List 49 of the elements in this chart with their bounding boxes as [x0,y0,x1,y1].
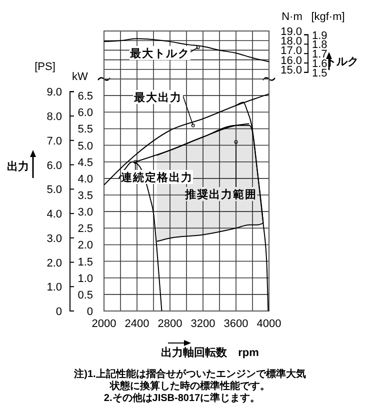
y-tick-label: 1.5 [78,256,93,268]
x-tick-label: 3600 [224,318,248,330]
y-tick-label: 0 [86,306,93,318]
annotation: 連続定格出力 [120,171,193,184]
y2-tick-label: 4.0 [46,208,62,221]
x-axis-title: 出力軸回転数 rpm [161,346,260,359]
y-tick-label: 19.0 [280,26,302,38]
x-tick-label: 2000 [92,318,116,330]
annotation: 推奨出力範囲 [184,188,257,201]
annotation: 最大出力 [133,91,182,104]
text: 注)1.上記性能は摺合せがついたエンジンで標準大気 [73,368,306,380]
y-tick-label: 3.0 [78,206,93,219]
y-tick-label: 0.5 [78,289,93,302]
x-tick-label: 2800 [158,318,182,330]
y-tick-label: 1.0 [78,272,93,285]
y-tick-label: 16.0 [280,54,302,67]
y2-tick-label: 9.0 [46,86,62,99]
y2-tick-label: 1.6 [312,58,328,70]
y-tick-label: 6.0 [78,107,93,120]
annotation: 最大トルク [129,47,190,60]
y-tick-label: 4.5 [78,156,93,169]
y-tick-label: 5.5 [78,124,93,136]
text: 2.その他はJISB-8017に準じます。 [104,392,260,404]
text: 状態に換算した時の標準性能です。 [109,380,270,392]
x-tick-label: 3200 [190,318,216,330]
y-tick-label: 4.0 [78,173,93,186]
y-tick-label: 15.0 [280,64,302,76]
y2-tick-label: 3.0 [46,232,62,245]
text: 出力 [7,160,29,173]
y-tick-label: 17.0 [280,45,302,58]
y-axis-title: N·m [282,11,302,23]
y2-tick-label: 0 [56,306,62,318]
y-tick-label: 2.0 [78,240,93,252]
y-tick-label: 3.5 [78,190,93,202]
y2-tick-label: 1.0 [46,282,62,294]
y2-tick-label: 6.0 [46,160,62,172]
y2-tick-label: 1.5 [312,67,328,80]
y-axis-title: kW [72,71,89,83]
y2-tick-label: 7.0 [46,135,62,148]
y2-tick-label: 8.0 [46,111,62,124]
y-tick-label: 5.0 [78,140,93,152]
y2-axis-title: [kgf·m] [311,11,345,23]
y-tick-label: 2.5 [78,223,93,236]
x-tick-label: 2400 [124,318,150,330]
y2-axis-title: [PS] [34,61,56,73]
y2-tick-label: 2.0 [46,257,62,270]
y2-tick-label: 5.0 [46,184,62,196]
x-tick-label: 4000 [256,318,282,330]
y-tick-label: 6.5 [78,90,93,103]
